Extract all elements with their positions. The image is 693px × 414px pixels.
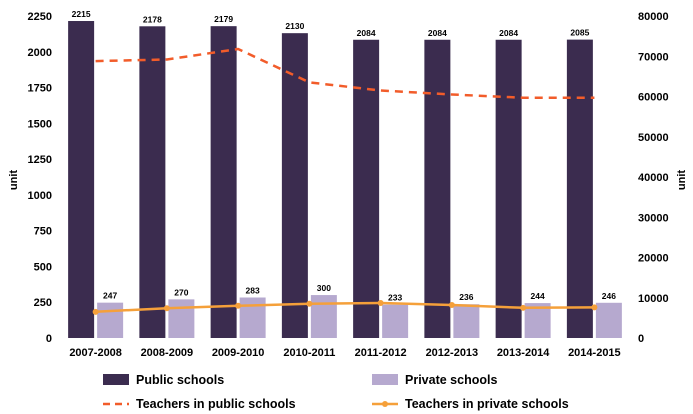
public-schools-bar [566, 39, 593, 338]
right-tick-label: 10000 [638, 293, 669, 305]
teachers-private-marker [448, 301, 455, 308]
private-schools-bar [168, 299, 195, 338]
right-axis-title: unit [676, 170, 688, 190]
public-schools-data-label: 2179 [214, 14, 233, 24]
right-axis-ticks: 0 10000 20000 30000 40000 50000 60000 70000 8000… [638, 11, 669, 345]
left-tick-label: 1750 [28, 83, 52, 95]
right-tick-label: 60000 [638, 92, 669, 104]
public-schools-data-label: 2085 [570, 28, 589, 38]
public-schools-data-label: 2215 [72, 9, 91, 19]
public-schools-data-label: 2084 [357, 28, 376, 38]
teachers-private-line [95, 301, 595, 314]
bar-data-labels: 2215 2178 2179 2130 2084 2084 2084 2085 247 270 28… [72, 9, 617, 303]
left-axis-title: unit [8, 170, 20, 190]
private-schools-data-label: 300 [317, 283, 331, 293]
right-tick-label: 40000 [638, 172, 669, 184]
category-label: 2008-2009 [141, 347, 194, 359]
public-schools-bar [68, 21, 95, 339]
private-schools-data-label: 233 [388, 293, 402, 303]
right-tick-label: 70000 [638, 51, 669, 63]
public-schools-bar [424, 39, 451, 339]
private-schools-data-label: 246 [602, 291, 616, 301]
private-schools-bar [595, 302, 622, 338]
left-tick-label: 250 [34, 297, 52, 309]
legend: Public schools Private schools Teachers in… [103, 373, 569, 411]
category-label: 2014-2015 [568, 347, 621, 359]
legend-label: Teachers in public schools [136, 397, 296, 411]
left-axis-ticks: 0 250 500 750 1000 1250 1500 1750 2000 2250 [28, 11, 52, 345]
left-tick-label: 750 [34, 226, 52, 238]
category-labels: 2007-2008 2008-2009 2009-2010 2010-2011 2011… [69, 347, 620, 359]
teachers-private-marker [377, 299, 384, 306]
private-schools-data-label: 236 [459, 292, 473, 302]
legend-marker [382, 401, 388, 407]
left-tick-label: 500 [34, 261, 52, 273]
category-label: 2012-2013 [426, 347, 479, 359]
legend-label: Teachers in private schools [405, 397, 569, 411]
right-tick-label: 30000 [638, 212, 669, 224]
category-label: 2011-2012 [355, 347, 407, 359]
left-tick-label: 0 [46, 333, 52, 345]
left-tick-label: 1500 [28, 118, 52, 130]
legend-label: Public schools [136, 373, 224, 387]
right-tick-label: 50000 [638, 132, 669, 144]
public-schools-data-label: 2178 [143, 14, 162, 24]
legend-swatch [103, 374, 129, 385]
private-schools-bar [453, 304, 480, 338]
private-schools-data-label: 244 [531, 291, 545, 301]
public-schools-bar [495, 39, 522, 339]
public-schools-bar [281, 33, 308, 338]
bars [68, 21, 622, 339]
private-schools-data-label: 270 [174, 287, 188, 297]
public-schools-data-label: 2130 [285, 21, 304, 31]
public-schools-data-label: 2084 [428, 28, 447, 38]
legend-label: Private schools [405, 373, 497, 387]
teachers-private-marker [163, 305, 170, 312]
private-schools-data-label: 283 [246, 285, 260, 295]
public-schools-data-label: 2084 [499, 28, 518, 38]
teachers-private-marker [520, 304, 527, 311]
left-tick-label: 2000 [28, 47, 52, 59]
category-label: 2013-2014 [497, 347, 550, 359]
left-tick-label: 2250 [28, 11, 52, 23]
private-schools-bar [97, 302, 124, 338]
teachers-private-marker [235, 302, 242, 309]
left-tick-label: 1000 [28, 190, 52, 202]
private-schools-data-label: 247 [103, 291, 117, 301]
private-schools-bar [310, 295, 337, 338]
lines [92, 47, 598, 315]
public-schools-bar [139, 26, 166, 338]
category-label: 2007-2008 [69, 347, 122, 359]
right-tick-label: 0 [638, 333, 644, 345]
legend-swatch [372, 374, 398, 385]
category-label: 2010-2011 [283, 347, 335, 359]
category-label: 2009-2010 [212, 347, 265, 359]
private-schools-bar [239, 297, 266, 338]
right-tick-label: 20000 [638, 253, 669, 265]
public-schools-bar [210, 26, 237, 338]
right-tick-label: 80000 [638, 11, 669, 23]
teachers-public-line [95, 47, 595, 99]
teachers-private-marker [591, 304, 598, 311]
left-tick-label: 1250 [28, 154, 52, 166]
teachers-private-marker [92, 308, 99, 315]
public-schools-bar [353, 39, 380, 339]
private-schools-bar [382, 304, 409, 338]
teachers-private-marker [306, 300, 313, 307]
